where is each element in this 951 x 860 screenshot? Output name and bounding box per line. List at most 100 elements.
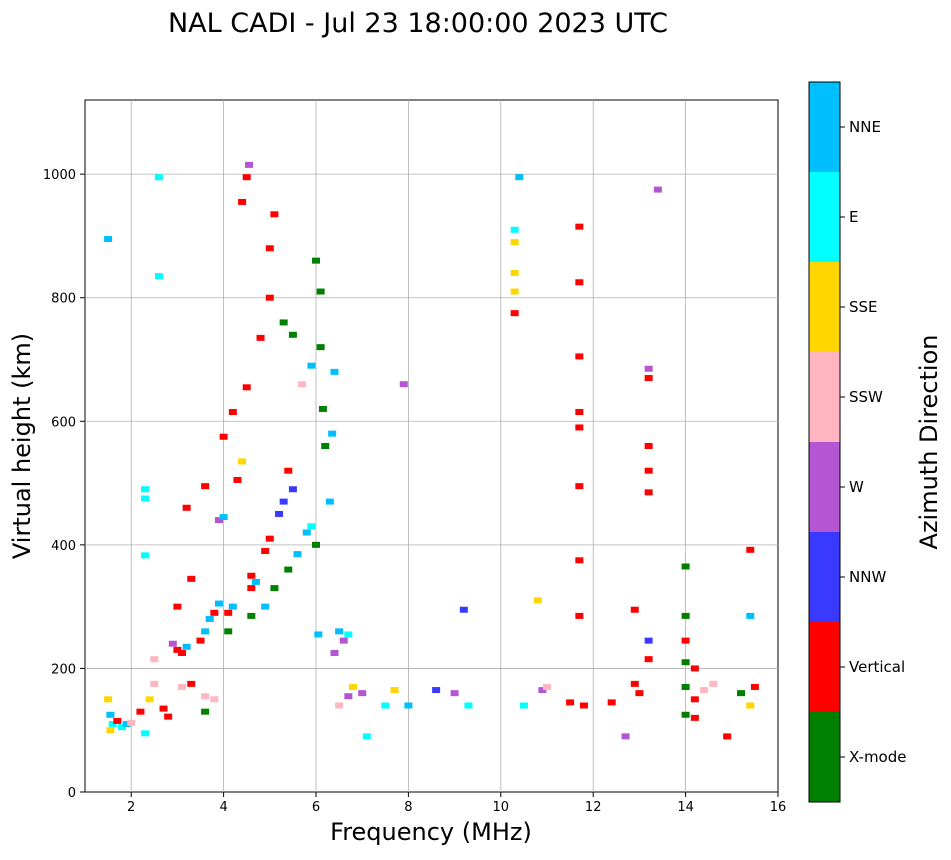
x-axis-label: Frequency (MHz) <box>330 818 532 846</box>
data-point <box>284 467 293 474</box>
data-point <box>154 273 163 280</box>
data-point <box>219 433 228 440</box>
data-point <box>127 719 136 726</box>
colorbar-label: Azimuth Direction <box>915 335 943 550</box>
data-point <box>201 693 210 700</box>
data-point <box>575 424 584 431</box>
data-point <box>145 696 154 703</box>
data-point <box>621 733 630 740</box>
data-point <box>106 711 115 718</box>
data-point <box>173 646 182 653</box>
data-point <box>723 733 732 740</box>
data-point <box>122 721 131 728</box>
data-point <box>321 443 330 449</box>
x-tick-label: 4 <box>219 800 227 815</box>
data-point <box>214 600 223 607</box>
data-point <box>681 683 690 690</box>
data-point <box>265 245 274 252</box>
data-point <box>279 498 288 505</box>
y-tick-label: 200 <box>51 662 76 677</box>
data-point <box>113 717 122 724</box>
colorbar-tick-label: W <box>849 478 864 496</box>
data-point <box>575 279 584 286</box>
data-point <box>316 344 325 351</box>
data-point <box>344 631 353 638</box>
data-point <box>210 609 219 616</box>
data-point <box>270 211 279 218</box>
data-point <box>328 430 337 437</box>
plot-frame <box>84 99 779 793</box>
data-point <box>228 409 237 416</box>
x-tick-label: 8 <box>404 800 412 815</box>
data-point <box>288 486 297 493</box>
data-point <box>136 708 145 715</box>
data-point <box>238 198 247 205</box>
data-point <box>325 498 334 505</box>
data-point <box>566 699 575 706</box>
colorbar-segment <box>809 532 840 622</box>
grid-lines <box>85 100 778 792</box>
data-point <box>464 702 473 709</box>
data-point <box>238 458 247 465</box>
data-point <box>150 680 159 687</box>
y-tick-label: 1000 <box>43 168 76 183</box>
data-point <box>141 730 150 737</box>
data-point <box>362 733 371 740</box>
colorbar-segment <box>809 262 840 352</box>
colorbar-tick-label: E <box>849 208 858 226</box>
data-point <box>510 226 519 233</box>
colorbar-tick-label: Vertical <box>849 658 905 676</box>
data-point <box>575 409 584 416</box>
data-point <box>298 381 307 388</box>
data-point <box>173 603 182 610</box>
data-point <box>630 606 639 613</box>
data-point <box>275 510 284 517</box>
data-point <box>404 702 413 709</box>
y-axis-ticks: 0 200 400 600 800 1000 <box>43 168 85 801</box>
data-point <box>302 529 311 536</box>
data-point <box>141 552 150 559</box>
data-point <box>579 702 588 709</box>
data-point <box>187 575 196 582</box>
data-point <box>159 705 168 712</box>
data-point <box>141 486 150 493</box>
x-tick-label: 14 <box>677 800 694 815</box>
data-point <box>233 476 242 483</box>
data-point <box>644 637 653 644</box>
data-point <box>247 612 256 619</box>
data-point <box>201 708 210 715</box>
data-point <box>256 334 265 341</box>
data-point <box>575 557 584 564</box>
colorbar-segment <box>809 622 840 712</box>
data-point <box>224 628 233 635</box>
data-point <box>201 483 210 490</box>
data-point <box>510 310 519 317</box>
y-tick-label: 600 <box>51 415 76 430</box>
data-point <box>150 656 159 663</box>
data-point <box>746 702 755 709</box>
x-tick-label: 12 <box>585 800 602 815</box>
data-point <box>284 566 293 573</box>
data-point <box>168 640 177 647</box>
data-point <box>318 405 327 412</box>
colorbar-tick-label: NNW <box>849 568 886 586</box>
data-point <box>307 523 316 530</box>
data-point <box>245 161 254 168</box>
data-point <box>681 659 690 666</box>
data-point <box>635 690 644 697</box>
colorbar-tick-label: X-mode <box>849 748 906 766</box>
y-tick-label: 800 <box>51 292 76 307</box>
colorbar-segment <box>809 172 840 262</box>
data-point <box>261 548 270 555</box>
data-point <box>228 603 237 610</box>
data-point <box>247 585 256 592</box>
data-point <box>510 270 519 276</box>
data-point <box>690 696 699 703</box>
data-point <box>746 612 755 619</box>
data-point <box>543 683 551 690</box>
data-point <box>312 257 320 264</box>
colorbar-segment <box>809 352 840 442</box>
data-point <box>164 713 173 720</box>
data-point <box>644 443 653 449</box>
